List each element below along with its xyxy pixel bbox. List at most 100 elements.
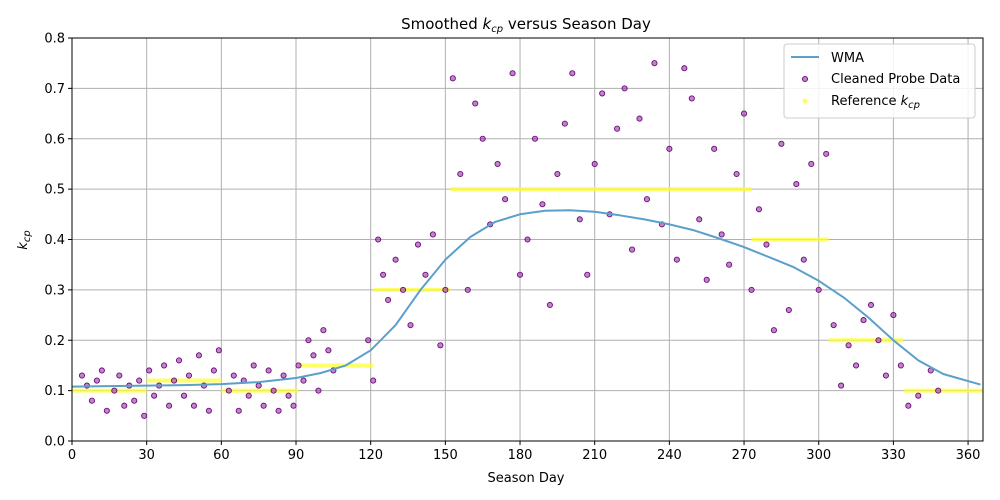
- y-axis-ticks: 0.0 0.1 0.2 0.3 0.4 0.5 0.6 0.7 0.8: [44, 32, 72, 450]
- probe-data-point: [905, 402, 912, 409]
- probe-data-point: [185, 372, 193, 379]
- probe-data-point: [785, 306, 792, 314]
- probe-data-point: [235, 407, 242, 414]
- probe-data-point: [285, 392, 292, 399]
- legend-wma-label: WMA: [831, 51, 864, 66]
- probe-data-point: [131, 397, 138, 404]
- probe-data-point: [449, 75, 456, 82]
- probe-data-point: [628, 246, 636, 253]
- probe-data-point: [180, 392, 188, 399]
- probe-data-point: [215, 347, 222, 354]
- probe-data-point: [300, 377, 307, 384]
- probe-data-point: [740, 110, 748, 117]
- probe-data-point: [111, 387, 118, 394]
- probe-data-point: [210, 367, 217, 374]
- probe-data-point: [141, 412, 148, 419]
- probe-data-point: [666, 145, 673, 152]
- probe-data-point: [161, 362, 168, 369]
- probe-data-point: [88, 397, 95, 404]
- probe-data-point: [688, 95, 695, 102]
- x-tick-label: 210: [582, 448, 607, 463]
- probe-data-point: [116, 372, 123, 379]
- probe-data-point: [437, 342, 444, 349]
- legend-probe-label: Cleaned Probe Data: [831, 72, 960, 87]
- probe-data-point: [703, 276, 710, 283]
- probe-data-point: [621, 85, 628, 92]
- y-axis-label: kcp: [16, 230, 33, 249]
- probe-data-point: [531, 135, 539, 142]
- probe-data-point: [385, 296, 392, 304]
- probe-data-point: [205, 407, 212, 414]
- x-tick-label: 30: [138, 448, 155, 463]
- probe-data-point: [121, 402, 128, 409]
- probe-data-point: [853, 362, 860, 369]
- probe-data-point: [882, 372, 889, 379]
- probe-data-point: [867, 301, 875, 309]
- probe-data-point: [643, 196, 651, 203]
- probe-data-point: [250, 362, 257, 369]
- probe-data-point: [230, 372, 237, 379]
- probe-data-point: [636, 115, 643, 122]
- probe-data-point: [748, 286, 755, 293]
- probe-data-point: [305, 337, 312, 344]
- probe-data-point: [407, 322, 414, 329]
- probe-data-point: [295, 362, 302, 369]
- probe-data-point: [778, 140, 785, 147]
- probe-data-point: [509, 70, 516, 77]
- probe-data-point: [770, 327, 777, 334]
- y-tick-label: 0.4: [44, 233, 65, 248]
- x-tick-label: 150: [433, 448, 458, 463]
- x-tick-label: 120: [358, 448, 383, 463]
- probe-data-point: [915, 392, 922, 399]
- probe-data-point: [93, 377, 100, 384]
- probe-data-point: [763, 241, 770, 248]
- probe-data-point: [494, 160, 501, 167]
- probe-data-point: [516, 271, 524, 278]
- probe-data-point: [711, 145, 718, 152]
- x-axis-label: Season Day: [488, 471, 565, 486]
- y-tick-label: 0.6: [44, 132, 65, 147]
- probe-data-point: [845, 342, 852, 349]
- probe-data-point: [146, 367, 153, 374]
- probe-data-series: [78, 60, 942, 419]
- x-tick-label: 90: [288, 448, 305, 463]
- legend-probe-swatch: [802, 76, 808, 82]
- probe-data-point: [726, 261, 733, 268]
- reference-kcp-series: [72, 187, 983, 393]
- probe-data-point: [310, 352, 317, 359]
- probe-data-point: [561, 120, 568, 127]
- probe-data-point: [546, 301, 553, 309]
- probe-data-point: [270, 387, 277, 394]
- probe-data-point: [599, 90, 606, 97]
- probe-data-point: [584, 271, 591, 278]
- probe-data-point: [422, 271, 429, 278]
- probe-data-point: [823, 150, 830, 157]
- y-tick-label: 0.0: [44, 435, 65, 450]
- x-axis-ticks: 0 30 60 90 120 150 180 210 240 270 300 330 360: [68, 441, 981, 463]
- probe-data-point: [576, 216, 583, 223]
- probe-data-point: [103, 407, 110, 414]
- x-tick-label: 360: [956, 448, 981, 463]
- probe-data-point: [830, 322, 837, 329]
- probe-data-point: [860, 317, 867, 324]
- x-tick-label: 180: [508, 448, 533, 463]
- probe-data-point: [554, 170, 561, 178]
- probe-data-point: [442, 286, 449, 293]
- probe-data-point: [136, 377, 143, 384]
- probe-data-point: [651, 60, 658, 67]
- probe-data-point: [472, 100, 479, 107]
- probe-data-point: [591, 160, 598, 167]
- y-tick-label: 0.2: [44, 334, 65, 349]
- probe-data-point: [78, 372, 86, 379]
- probe-data-point: [166, 402, 173, 409]
- x-tick-label: 300: [806, 448, 831, 463]
- y-tick-label: 0.5: [44, 183, 65, 198]
- probe-data-point: [890, 312, 897, 319]
- probe-data-point: [733, 170, 740, 178]
- probe-data-point: [225, 387, 232, 394]
- probe-data-point: [320, 327, 327, 334]
- probe-data-point: [414, 241, 422, 248]
- probe-data-point: [380, 271, 387, 278]
- probe-data-point: [392, 256, 399, 263]
